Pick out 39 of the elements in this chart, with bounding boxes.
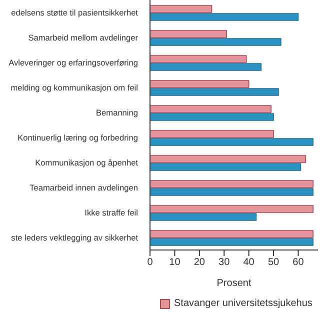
y-tick-label: Ikke straffe feil	[84, 208, 138, 218]
bar	[150, 88, 279, 96]
y-tick-label: edelsens støtte til pasientsikkerhet	[11, 8, 139, 18]
bar	[150, 13, 299, 21]
x-tick-label: 30	[218, 257, 230, 268]
y-tick-label: Kontinuerlig læring og forbedring	[18, 132, 138, 142]
bar	[150, 188, 314, 196]
bar	[150, 38, 282, 46]
x-tick-label: 60	[292, 257, 304, 268]
bar	[150, 55, 247, 63]
y-tick-label: Bemanning	[96, 108, 138, 118]
bar	[150, 138, 314, 146]
bar	[150, 63, 262, 71]
bar	[150, 205, 314, 213]
bar	[150, 180, 314, 188]
bar	[150, 163, 302, 171]
y-tick-label: Kommunikasjon og åpenhet	[35, 158, 139, 168]
y-tick-label: Teamarbeid innen avdelingen	[30, 182, 138, 192]
bar	[150, 113, 274, 121]
bar	[150, 30, 227, 38]
bar	[150, 213, 257, 221]
bar	[150, 130, 274, 138]
x-tick-label: 0	[147, 257, 154, 268]
bar	[150, 230, 314, 238]
bar	[150, 105, 272, 113]
x-tick-label: 20	[194, 257, 206, 268]
x-tick-label: 40	[243, 257, 255, 268]
y-tick-label: melding og kommunikasjon om feil	[10, 82, 138, 92]
y-tick-label: Samarbeid mellom avdelinger	[28, 32, 138, 42]
bar	[150, 5, 212, 13]
y-tick-label: Avleveringer og erfaringsoverføring	[8, 58, 138, 68]
bar	[150, 80, 250, 88]
x-tick-label: 10	[169, 257, 181, 268]
legend-label: Stavanger universitetssjukehus	[174, 298, 312, 309]
bar	[150, 155, 306, 163]
y-tick-label: ste leders vektlegging av sikkerhet	[11, 232, 139, 242]
x-axis-title: Prosent	[216, 278, 252, 289]
x-tick-label: 50	[268, 257, 280, 268]
bar	[150, 238, 314, 246]
